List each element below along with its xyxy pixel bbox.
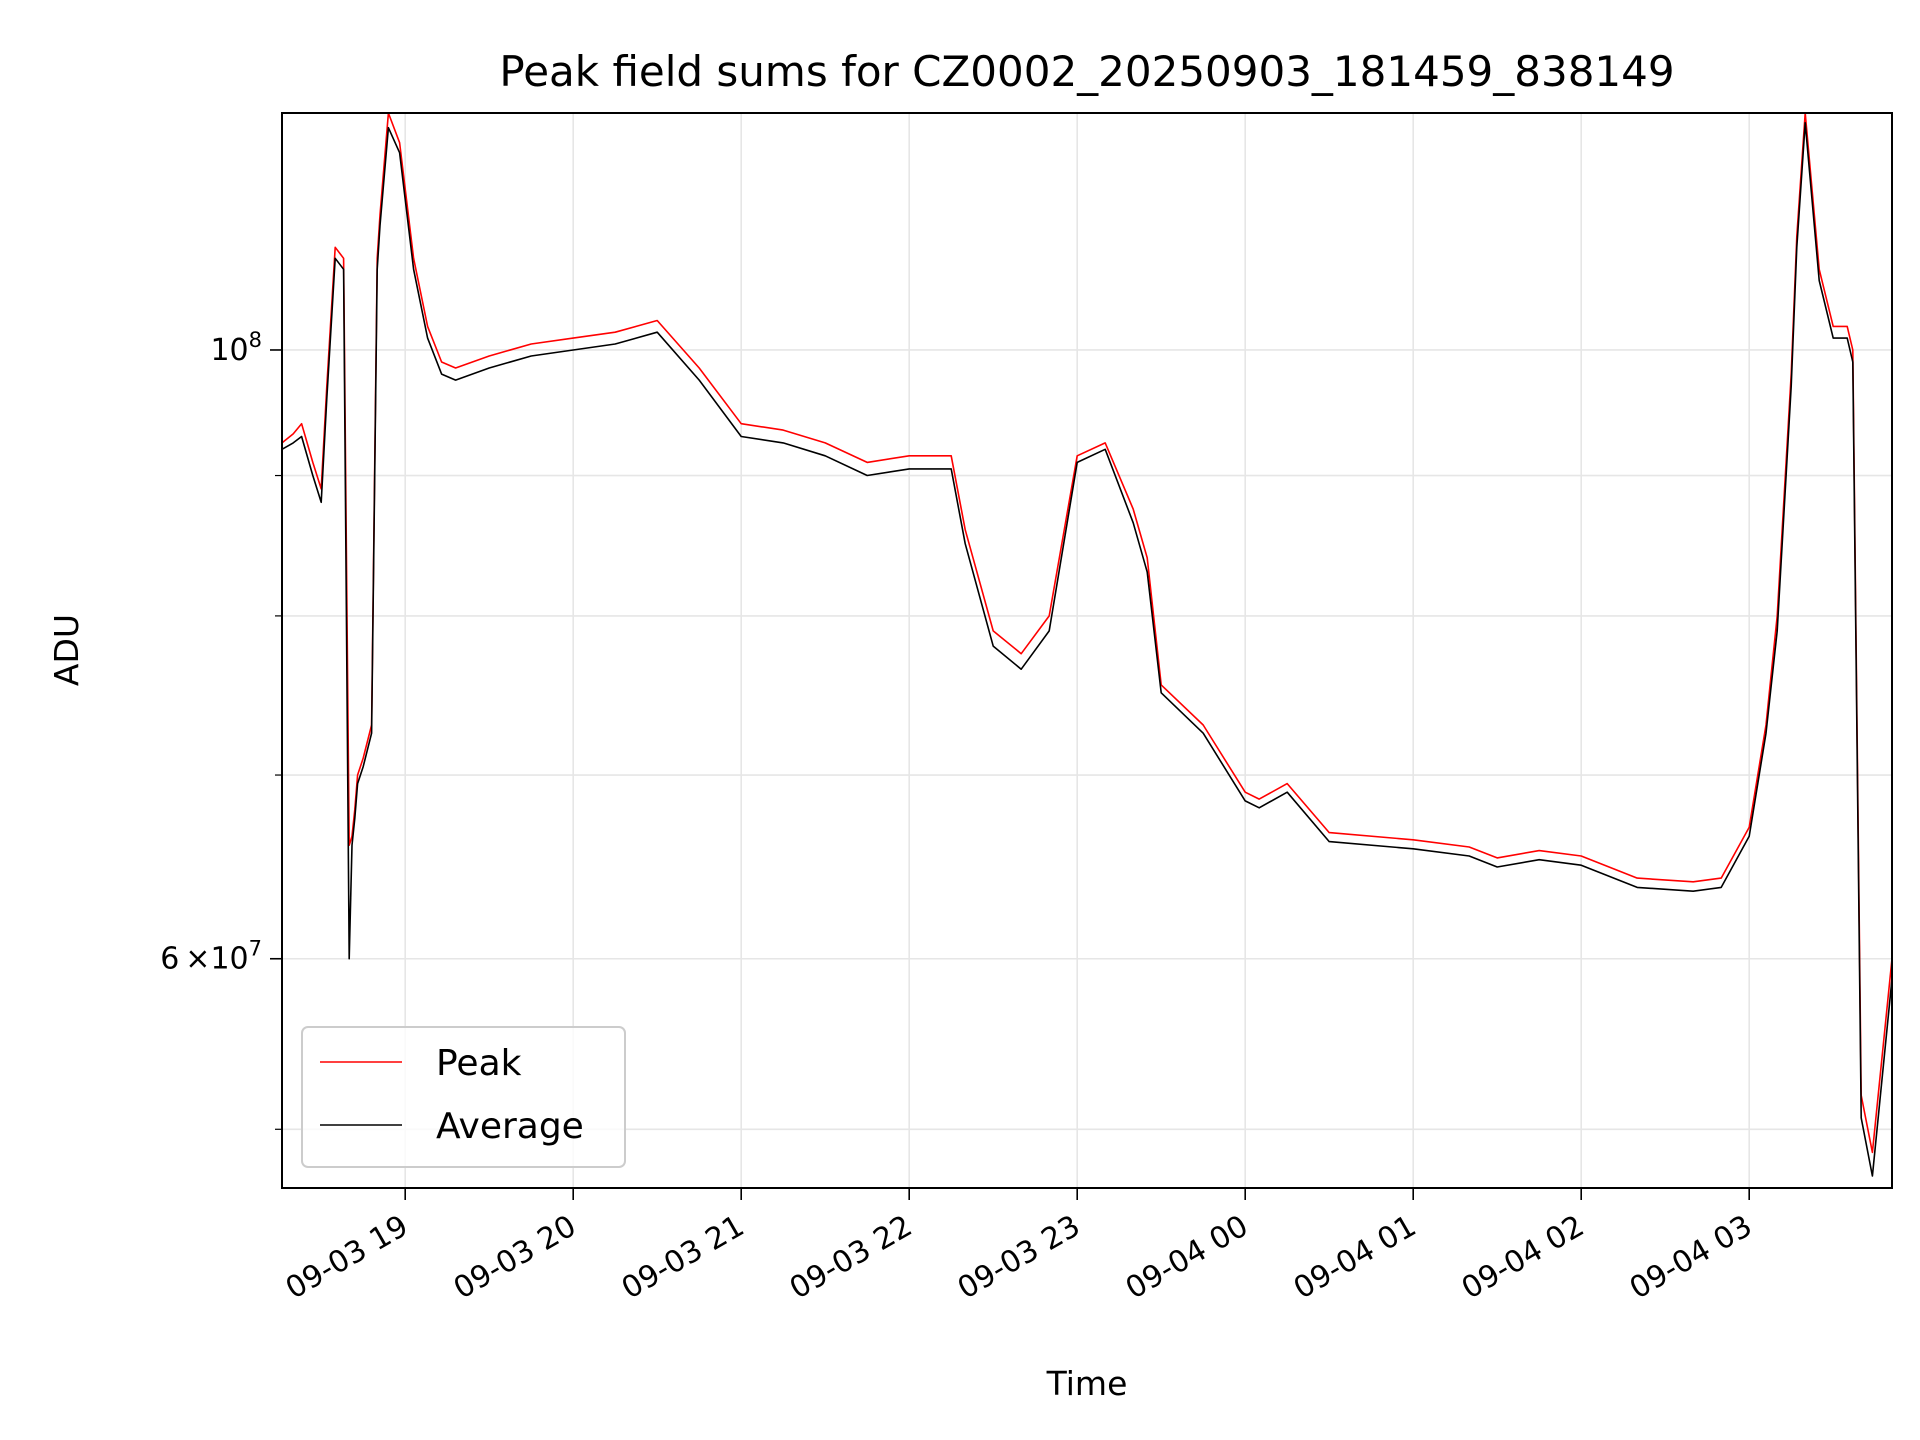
y-axis-title: ADU [47,614,86,686]
chart-title: Peak field sums for CZ0002_20250903_1814… [499,47,1674,96]
x-axis-title: Time [1046,1364,1128,1403]
plot-frame [281,112,1893,1189]
legend: Peak Average [301,1026,626,1168]
legend-label-peak: Peak [436,1043,522,1084]
series-line-average [281,122,1893,1177]
y-tick-label: 6 ×107 [160,937,262,977]
series-layer [281,112,1893,1177]
legend-label-average: Average [436,1106,584,1147]
y-tick-label: 108 [210,328,262,368]
series-line-peak [281,112,1893,1154]
y-axis-ticks: 108 6 ×107 [160,328,282,1130]
